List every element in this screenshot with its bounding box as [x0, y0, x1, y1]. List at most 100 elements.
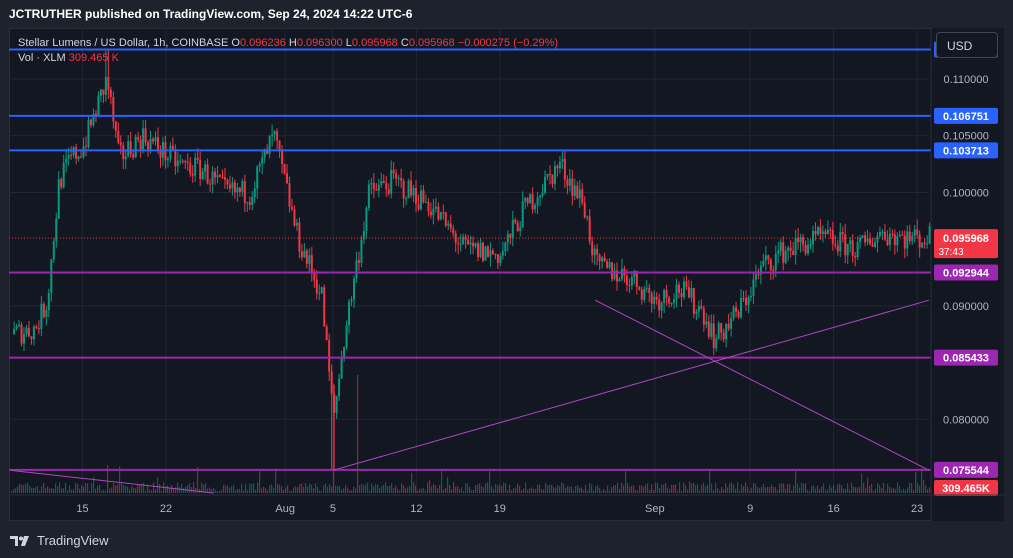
candle-body	[395, 173, 398, 179]
volume-bar	[711, 483, 713, 493]
tradingview-brand[interactable]: TradingView	[10, 533, 109, 548]
last-price-tag[interactable]	[934, 229, 998, 259]
candle-body	[345, 325, 348, 348]
volume-bar	[553, 486, 555, 493]
volume-bar	[431, 486, 433, 493]
candle-body	[410, 180, 413, 196]
candle-body	[834, 243, 837, 246]
volume-bar	[689, 481, 691, 493]
candle-body	[32, 326, 35, 340]
volume-bar	[449, 485, 451, 493]
trend-line[interactable]	[594, 299, 930, 471]
level-price-label: 0.092944	[943, 267, 990, 279]
volume-bar	[187, 485, 189, 493]
volume-bar	[809, 490, 811, 493]
volume-bar	[117, 484, 119, 493]
volume-bar	[87, 482, 89, 493]
level-price-tag[interactable]	[934, 349, 998, 366]
level-price-tag[interactable]	[934, 461, 998, 478]
candle-body	[169, 145, 172, 159]
volume-bar	[297, 487, 299, 493]
candle-body	[673, 299, 676, 303]
candle-body	[392, 169, 395, 174]
candle-body	[578, 189, 581, 199]
candle-body	[174, 149, 177, 167]
candle-body	[112, 96, 115, 122]
candle-body	[219, 175, 222, 177]
candle-body	[429, 211, 432, 216]
volume-bar	[815, 488, 817, 493]
symbol-description[interactable]: Stellar Lumens / US Dollar, 1h, COINBASE	[18, 37, 229, 49]
candle-body	[271, 134, 274, 137]
volume-bar	[121, 483, 123, 493]
candle-body	[365, 208, 368, 231]
currency-button[interactable]: USD	[936, 32, 998, 58]
candle-body	[732, 307, 735, 319]
trend-line[interactable]	[10, 469, 214, 494]
volume-bar	[89, 490, 91, 493]
candle-body	[253, 188, 256, 197]
volume-bar	[47, 486, 49, 493]
candle-body	[593, 248, 596, 256]
volume-bar	[133, 487, 135, 493]
level-price-label: 0.085433	[943, 353, 989, 365]
candle-body	[849, 240, 852, 245]
price-chart[interactable]: 0.110000 0.105000 0.100000 0.090000 0.080000…	[9, 28, 1004, 521]
volume-bar	[789, 483, 791, 493]
candle-body	[921, 242, 924, 248]
candle-body	[417, 204, 420, 210]
volume-label[interactable]: Vol · XLM	[18, 52, 66, 64]
volume-bar	[91, 482, 93, 493]
volume-bar	[907, 487, 909, 493]
low-label: L	[345, 37, 352, 49]
volume-bar	[617, 482, 619, 493]
volume-bar	[175, 487, 177, 493]
volume-bar	[37, 485, 39, 493]
candle-body	[283, 163, 286, 174]
volume-bar	[679, 482, 681, 493]
volume-bar	[871, 483, 873, 493]
volume-bar	[389, 485, 391, 493]
candle-body	[375, 189, 378, 191]
x-tick-label: 16	[827, 503, 839, 515]
y-tick-label: 0.100000	[943, 187, 989, 199]
candle-body	[665, 290, 668, 298]
volume-bar	[639, 485, 641, 493]
volume-bar	[321, 490, 323, 493]
level-price-tag[interactable]	[934, 264, 998, 281]
candle-body	[238, 187, 241, 193]
volume-bar	[237, 488, 239, 493]
volume-bar	[391, 483, 393, 493]
candle-body	[876, 235, 879, 243]
level-price-tag[interactable]	[934, 107, 998, 124]
candle-body	[472, 242, 475, 247]
low-value: 0.095968	[351, 37, 398, 49]
volume-bar	[481, 486, 483, 493]
volume-bar	[353, 486, 355, 493]
trend-line[interactable]	[332, 299, 930, 471]
volume-bar	[913, 489, 915, 493]
candle-body	[419, 190, 422, 210]
candle-body	[263, 148, 266, 158]
volume-bar	[385, 482, 387, 493]
volume-bar	[767, 486, 769, 493]
open-label: O	[231, 37, 240, 49]
candle-body	[499, 255, 502, 264]
volume-bar	[823, 483, 825, 493]
volume-bar	[749, 490, 751, 493]
candle-body	[209, 183, 212, 185]
candle-body	[717, 323, 720, 339]
volume-bar	[221, 489, 223, 493]
candle-body	[57, 179, 60, 219]
candle-body	[692, 288, 695, 314]
candle-body	[323, 287, 326, 327]
volume-bar	[441, 469, 443, 493]
candle-body	[310, 255, 313, 273]
volume-bar	[249, 483, 251, 493]
candle-body	[740, 297, 743, 318]
level-price-tag[interactable]	[934, 142, 998, 159]
candle-body	[678, 284, 681, 293]
candle-body	[236, 187, 239, 193]
volume-bar	[41, 486, 43, 493]
volume-bar	[51, 488, 53, 493]
